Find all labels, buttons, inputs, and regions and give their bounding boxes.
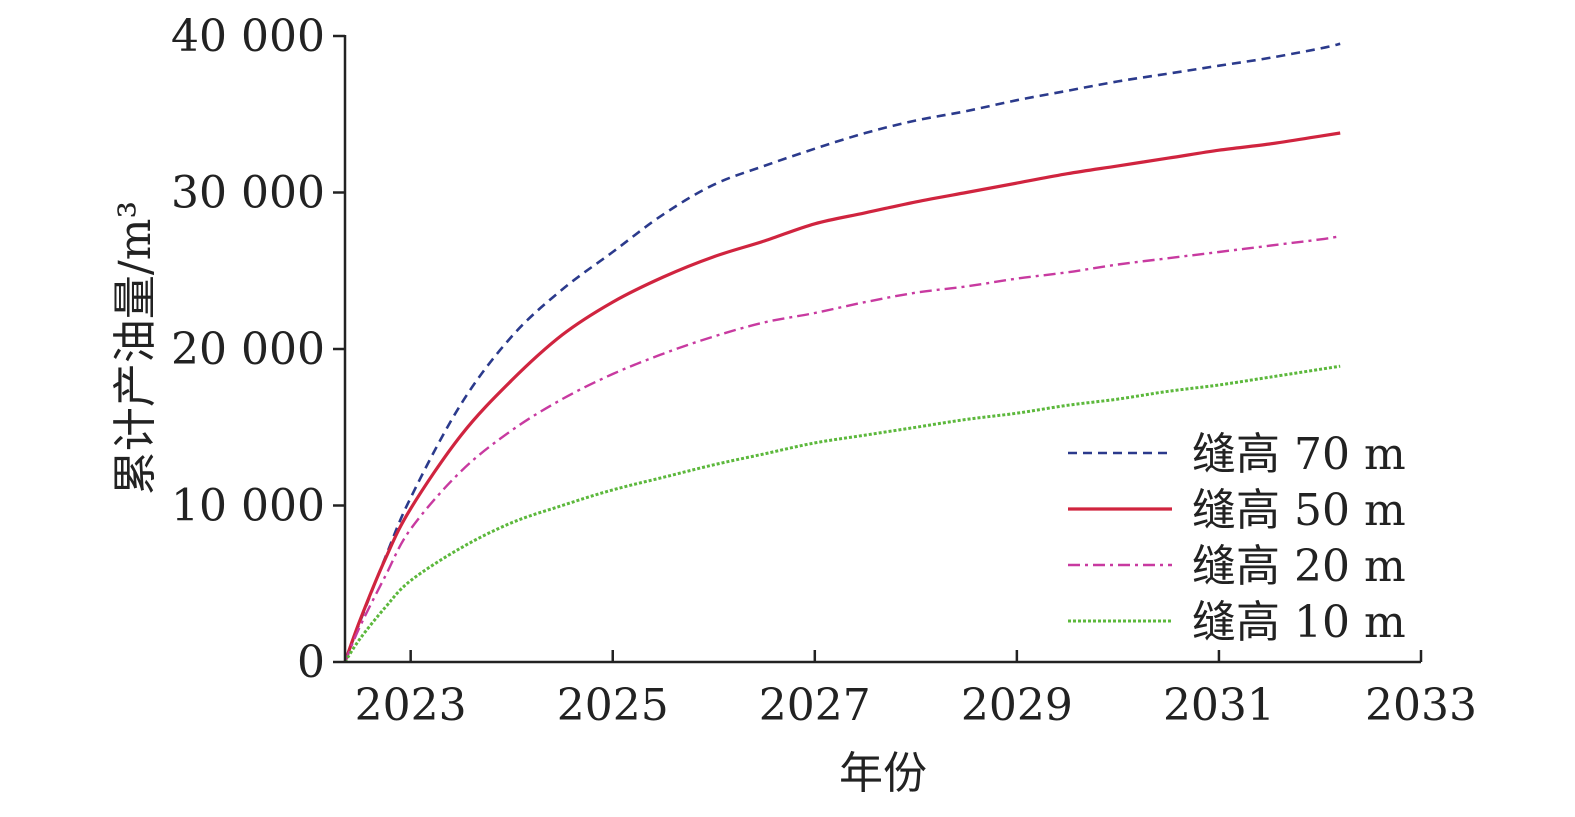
x-ticks: 2023 2025 2027 2029 2031 2033 [355, 650, 1477, 731]
legend-label-0: 缝高 70 m [1192, 429, 1406, 480]
legend: 缝高 70 m缝高 50 m缝高 20 m缝高 10 m [1068, 429, 1406, 648]
legend-label-3: 缝高 10 m [1192, 597, 1406, 648]
legend-label-1: 缝高 50 m [1192, 485, 1406, 536]
y-tick-label: 0 [297, 637, 325, 688]
x-tick-label: 2023 [355, 680, 467, 731]
y-axis-title: 累计产油量/m³ [110, 201, 161, 495]
y-tick-label: 20 000 [171, 324, 325, 375]
y-tick-label: 10 000 [171, 481, 325, 532]
series-lines [343, 42, 1341, 663]
x-tick-label: 2025 [557, 680, 669, 731]
series-line-1 [343, 131, 1341, 663]
legend-label-2: 缝高 20 m [1192, 541, 1406, 592]
y-tick-label: 40 000 [171, 11, 325, 62]
x-tick-label: 2031 [1163, 680, 1275, 731]
x-tick-label: 2027 [759, 680, 871, 731]
y-tick-label: 30 000 [171, 168, 325, 219]
x-axis-title: 年份 [839, 748, 927, 799]
x-tick-label: 2033 [1365, 680, 1477, 731]
series-line-3 [343, 364, 1341, 663]
y-ticks: 0 10 000 20 000 30 000 40 000 [171, 11, 345, 688]
x-tick-label: 2029 [961, 680, 1073, 731]
series-line-2 [343, 235, 1341, 663]
series-line-0 [343, 42, 1341, 663]
